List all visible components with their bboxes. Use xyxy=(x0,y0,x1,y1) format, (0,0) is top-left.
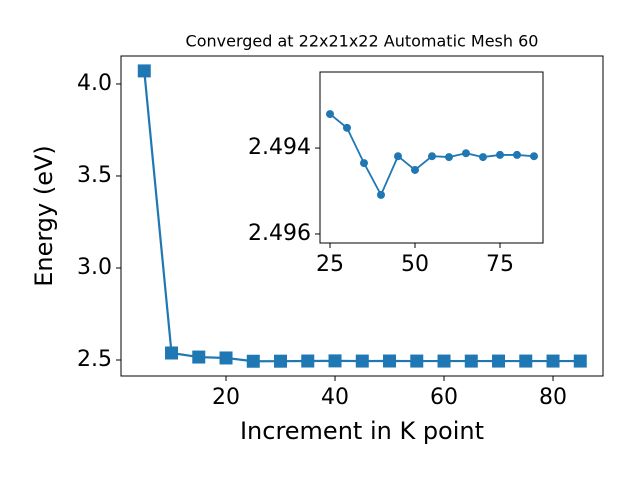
y-tick-label: 2.5 xyxy=(77,347,112,372)
marker xyxy=(301,354,315,368)
marker xyxy=(246,354,260,368)
x-tick-label: 40 xyxy=(321,385,349,410)
marker xyxy=(464,354,478,368)
marker xyxy=(519,354,533,368)
marker xyxy=(165,346,179,360)
marker xyxy=(274,354,288,368)
marker xyxy=(410,165,419,174)
marker xyxy=(192,350,206,364)
marker xyxy=(359,159,368,168)
y-tick-label: 3.0 xyxy=(77,255,112,280)
marker xyxy=(219,351,233,365)
marker xyxy=(492,354,506,368)
marker xyxy=(376,190,385,199)
x-tick-label: 80 xyxy=(539,385,567,410)
marker xyxy=(393,152,402,161)
marker xyxy=(512,150,521,159)
x-tick-label: 75 xyxy=(486,252,514,277)
marker xyxy=(342,123,351,132)
marker xyxy=(437,354,451,368)
marker xyxy=(444,153,453,162)
marker xyxy=(478,153,487,162)
marker xyxy=(355,354,369,368)
marker xyxy=(461,149,470,158)
marker xyxy=(410,354,424,368)
marker xyxy=(137,64,151,78)
x-tick-label: 60 xyxy=(430,385,458,410)
marker xyxy=(328,354,342,368)
x-tick-label: 20 xyxy=(212,385,240,410)
marker xyxy=(427,152,436,161)
marker xyxy=(495,150,504,159)
marker xyxy=(325,110,334,119)
marker xyxy=(546,354,560,368)
marker xyxy=(529,152,538,161)
chart-title: Converged at 22x21x22 Automatic Mesh 60 xyxy=(186,32,539,51)
y-tick-label: 2.496 xyxy=(248,221,311,246)
x-axis-label: Increment in K point xyxy=(240,417,484,445)
y-axis-label: Energy (eV) xyxy=(30,145,58,287)
marker xyxy=(573,354,587,368)
x-tick-label: 25 xyxy=(316,252,344,277)
x-tick-label: 50 xyxy=(401,252,429,277)
y-tick-label: 2.494 xyxy=(248,135,311,160)
y-tick-label: 3.5 xyxy=(77,163,112,188)
marker xyxy=(383,354,397,368)
y-tick-label: 4.0 xyxy=(77,71,112,96)
